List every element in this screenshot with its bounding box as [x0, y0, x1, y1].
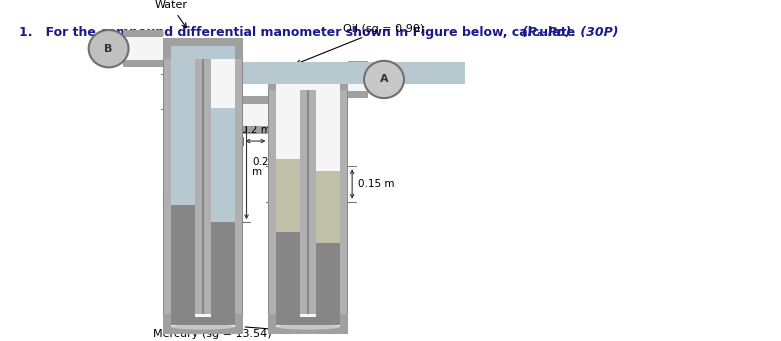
Bar — [243, 104, 269, 126]
Bar — [201, 59, 203, 314]
Text: B: B — [105, 44, 112, 54]
Bar — [123, 38, 162, 60]
Bar — [234, 59, 243, 314]
Bar — [211, 222, 234, 325]
Text: 0.15 m: 0.15 m — [358, 179, 394, 189]
Circle shape — [89, 30, 129, 67]
Text: m: m — [187, 93, 197, 103]
Bar — [316, 171, 341, 243]
Text: 1.   For the compound differential manometer shown in Figure below, calculate: 1. For the compound differential manomet… — [20, 26, 580, 39]
Circle shape — [364, 61, 404, 98]
Bar — [348, 68, 368, 91]
Bar — [164, 59, 171, 314]
Bar — [171, 46, 194, 205]
Text: m: m — [252, 167, 262, 177]
Bar — [194, 59, 203, 314]
Text: m: m — [212, 58, 223, 68]
Text: 0.15: 0.15 — [212, 47, 236, 57]
Bar — [241, 59, 243, 314]
Bar — [162, 39, 243, 59]
Bar — [171, 46, 234, 59]
Text: A: A — [380, 74, 388, 85]
Bar — [307, 90, 308, 314]
Bar — [171, 59, 194, 314]
Bar — [276, 90, 301, 314]
Bar — [341, 90, 348, 314]
Text: Mercury (sg = 13.54): Mercury (sg = 13.54) — [153, 329, 272, 339]
Text: 0.25: 0.25 — [252, 157, 276, 167]
Bar — [171, 205, 194, 325]
Bar — [276, 159, 301, 232]
Text: (Pₐ-Pᴅ). (30P): (Pₐ-Pᴅ). (30P) — [522, 26, 618, 39]
Bar — [204, 59, 211, 314]
Bar — [211, 108, 234, 222]
Bar — [348, 61, 368, 98]
Text: 0.15: 0.15 — [173, 83, 197, 93]
Bar — [211, 59, 234, 314]
Bar — [276, 232, 301, 325]
Bar — [276, 317, 341, 325]
Ellipse shape — [276, 324, 341, 329]
Bar — [269, 69, 348, 90]
Bar — [309, 90, 316, 314]
Bar — [243, 62, 465, 84]
Bar — [171, 317, 234, 325]
Bar — [301, 90, 308, 314]
Bar — [316, 90, 341, 314]
Bar — [269, 90, 276, 314]
Bar — [162, 314, 243, 334]
Bar — [203, 59, 211, 314]
Bar — [243, 96, 269, 134]
Bar — [123, 30, 162, 67]
Text: Water: Water — [155, 0, 187, 28]
Bar — [276, 77, 341, 90]
Bar — [171, 314, 234, 327]
Ellipse shape — [171, 324, 234, 329]
Bar — [308, 90, 316, 314]
Bar — [162, 59, 171, 314]
Bar — [269, 314, 348, 334]
Bar — [269, 90, 276, 314]
Bar — [316, 243, 341, 325]
Text: Oil (sg = 0.90): Oil (sg = 0.90) — [296, 24, 424, 64]
Text: 0.2 m: 0.2 m — [241, 125, 270, 135]
Bar — [171, 46, 234, 59]
Bar — [276, 314, 341, 327]
